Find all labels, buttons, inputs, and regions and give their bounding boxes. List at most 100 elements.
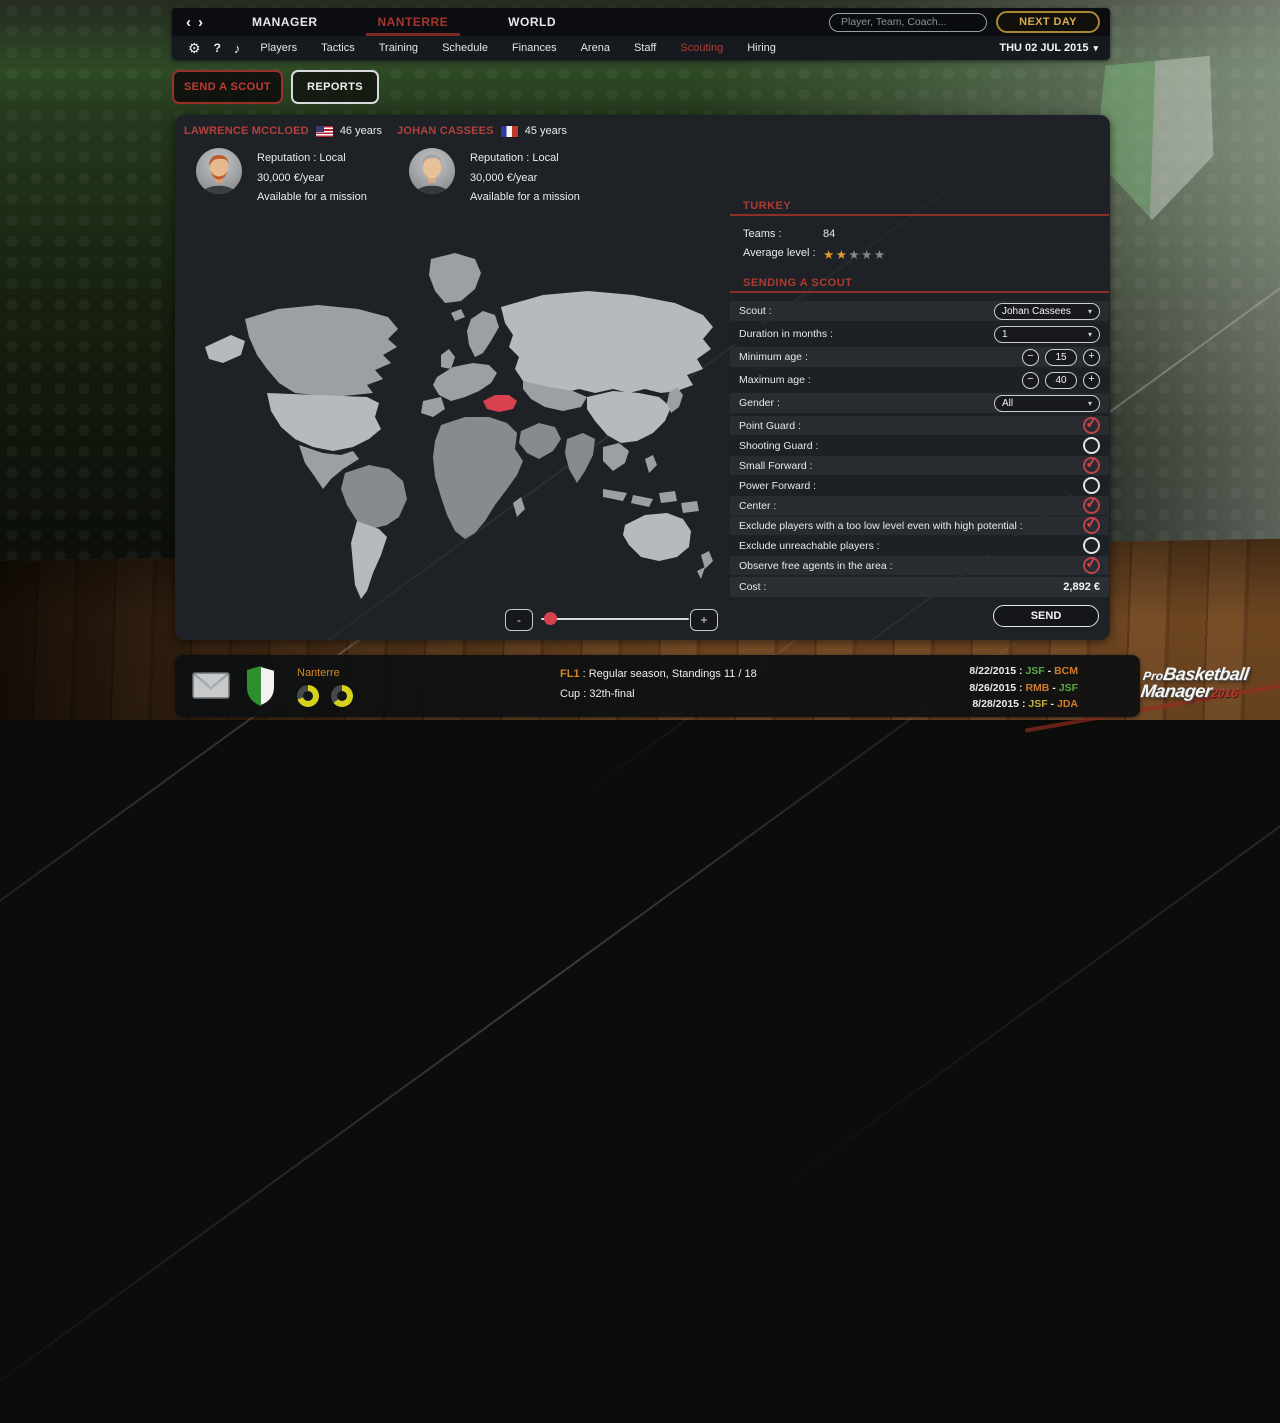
map-uk [441,349,455,369]
menu-item-schedule[interactable]: Schedule [442,42,488,54]
scouting-form: Scout : Johan Cassees ▾ Duration in month… [730,301,1109,600]
cup-status-line: Cup : 32th-final [560,688,635,700]
star-rating: ★★★★★ [823,247,887,262]
home-team: RMB [1025,681,1050,694]
power-forward-checkbox[interactable] [1083,477,1100,494]
map-greenland [429,253,481,303]
flag-usa-icon [315,125,333,137]
shooting-guard-label: Shooting Guard : [739,439,819,452]
gender-dropdown[interactable]: All ▾ [994,394,1100,412]
menu-item-training[interactable]: Training [378,42,419,54]
search-box[interactable] [829,12,987,32]
menu-item-arena[interactable]: Arena [580,42,610,54]
map-indonesia [631,495,653,507]
away-team: BCM [1054,665,1078,677]
map-png [681,501,699,513]
average-level-label: Average level : [743,247,816,259]
home-team: JSF [1025,665,1045,677]
utility-icons: ⚙ ? ♪ [188,40,240,57]
gear-icon[interactable]: ⚙ [188,39,201,56]
map-east-asia [587,391,671,443]
tab-manager[interactable]: MANAGER [252,14,318,29]
club-shield-icon[interactable] [245,664,277,712]
upcoming-results-list: 8/22/2015 : JSF - BCM 8/26/2015 : RMB - … [969,663,1078,713]
tab-nanterre[interactable]: NANTERRE [365,9,460,36]
map-zoom-out-button[interactable]: - [505,609,533,631]
min-age-label: Minimum age : [739,351,808,363]
min-age-increment-button[interactable]: + [1083,348,1100,366]
map-europe [433,363,497,401]
gender-dropdown-value: All [1002,397,1014,409]
max-age-value[interactable]: 40 [1045,371,1077,389]
chevron-down-icon: ▾ [1087,398,1092,408]
max-age-decrement-button[interactable]: − [1022,371,1039,389]
form-row-min-age: Minimum age : − 15 + [730,347,1109,367]
shooting-guard-checkbox[interactable] [1083,437,1100,454]
map-zoom-slider-track[interactable] [541,618,689,620]
menu-item-staff[interactable]: Staff [633,42,657,54]
scout-availability: Available for a mission [257,191,367,203]
scout-card-lawrence[interactable]: LAWRENCE MCCLOED 46 years Reputation : L… [183,125,395,205]
back-icon[interactable]: ‹ [186,13,198,31]
small-forward-checkbox[interactable] [1083,457,1100,474]
point-guard-checkbox[interactable] [1083,417,1100,434]
country-title: TURKEY [743,200,792,212]
menu-item-finances[interactable]: Finances [511,42,557,54]
history-nav: ‹› [186,14,210,31]
gender-label: Gender : [739,397,780,409]
exclude-unreachable-checkbox[interactable] [1083,537,1100,554]
scout-dropdown[interactable]: Johan Cassees ▾ [994,302,1100,320]
teams-value: 84 [823,228,836,240]
map-se-asia [603,443,629,471]
duration-label: Duration in months : [739,328,833,340]
form-row-center: Center : [730,496,1109,515]
result-row: 8/26/2015 : RMB - JSF [969,680,1078,697]
form-row-point-guard: Point Guard : [730,416,1109,435]
min-age-decrement-button[interactable]: − [1022,348,1039,366]
chevron-down-icon: ▾ [1093,42,1098,53]
center-checkbox[interactable] [1083,497,1100,514]
scout-reputation: Reputation : Local [470,152,559,164]
reports-tab-button[interactable]: REPORTS [291,70,379,104]
scout-info: Reputation : Local 30,000 €/year Availab… [470,149,580,208]
forward-icon[interactable]: › [198,13,210,31]
duration-dropdown[interactable]: 1 ▾ [994,325,1100,343]
min-age-value[interactable]: 15 [1045,348,1077,366]
scout-name-row: LAWRENCE MCCLOED 46 years [183,125,395,137]
tab-world[interactable]: WORLD [508,14,556,29]
send-button[interactable]: SEND [993,605,1099,627]
menu-item-players[interactable]: Players [260,42,298,54]
next-day-button[interactable]: NEXT DAY [996,11,1100,33]
music-icon[interactable]: ♪ [233,40,241,56]
center-label: Center : [739,499,777,512]
max-age-increment-button[interactable]: + [1083,371,1100,389]
scout-field-label: Scout : [739,305,772,317]
send-a-scout-tab-button[interactable]: SEND A SCOUT [172,70,283,104]
map-zoom-in-button[interactable]: + [690,609,718,631]
search-input[interactable] [839,15,978,29]
mail-icon[interactable] [192,672,230,704]
exclude-low-level-label: Exclude players with a too low level eve… [739,519,1023,532]
map-mexico [299,445,359,489]
observe-free-agents-checkbox[interactable] [1083,557,1100,574]
cost-value: 2,892 € [1063,581,1100,593]
world-map[interactable] [183,207,731,607]
separator: : [1019,698,1029,710]
map-africa [433,417,523,539]
menu-item-hiring[interactable]: Hiring [747,42,776,54]
date-selector[interactable]: THU 02 JUL 2015 ▾ [999,42,1098,54]
exclude-low-level-checkbox[interactable] [1083,517,1100,534]
map-new-zealand [701,551,713,569]
help-icon[interactable]: ? [213,41,221,55]
form-title: SENDING A SCOUT [743,277,853,289]
flag-france-icon [500,125,518,137]
form-row-cost: Cost : 2,892 € [730,577,1109,597]
main-tabs: MANAGER NANTERRE WORLD [244,9,564,36]
max-age-label: Maximum age : [739,374,811,386]
form-row-gender: Gender : All ▾ [730,393,1109,413]
menu-item-tactics[interactable]: Tactics [321,42,355,54]
map-zoom-slider-thumb[interactable] [544,612,557,625]
scout-card-johan[interactable]: JOHAN CASSEES 45 years Reputation : Loca… [396,125,608,205]
teams-label: Teams : [743,228,782,240]
menu-item-scouting[interactable]: Scouting [680,42,724,54]
